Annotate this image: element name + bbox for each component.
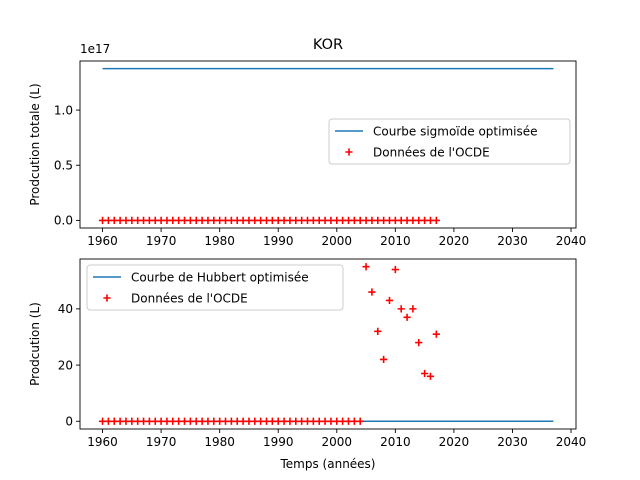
y-axis-label: Prodcution totale (L) — [28, 83, 42, 205]
plot-frame — [79, 60, 577, 229]
bottom-subplot: 1960 1970 1980 1990 2000 2010 2020 2030 20400204… — [28, 258, 587, 471]
x-tick-label: 1980 — [204, 435, 235, 449]
x-tick-label: 1990 — [263, 435, 294, 449]
x-tick-label: 1980 — [204, 234, 235, 248]
x-tick-label: 1970 — [146, 435, 177, 449]
chart-title: KOR — [313, 37, 343, 53]
x-tick-label: 1970 — [146, 234, 177, 248]
data-point — [385, 296, 394, 305]
x-tick-label: 2020 — [439, 435, 470, 449]
data-point — [426, 372, 435, 380]
y-tick-label: 20 — [58, 358, 73, 372]
legend-entry: Données de l'OCDE — [373, 146, 490, 160]
x-tick-label: 2000 — [322, 435, 353, 449]
data-point — [362, 263, 370, 271]
data-point — [403, 313, 411, 321]
x-tick-label: 1960 — [87, 435, 118, 449]
y-offset-text: 1e17 — [80, 42, 110, 56]
legend-marker-swatch — [345, 148, 353, 156]
x-tick-label: 2030 — [497, 435, 528, 449]
x-tick-label: 2000 — [322, 234, 353, 248]
x-tick-label: 2010 — [380, 435, 411, 449]
y-axis-label: Prodcution (L) — [28, 302, 42, 386]
legend: Courbe sigmoïde optimisée Données de l'OC… — [328, 118, 571, 165]
data-point — [432, 216, 440, 224]
y-tick-label: 1.0 — [54, 103, 73, 117]
legend-box — [328, 118, 571, 165]
data-point — [391, 265, 399, 274]
data-point — [421, 369, 429, 378]
data-point — [397, 305, 405, 313]
data-point — [380, 355, 388, 364]
legend-box — [86, 264, 344, 311]
data-point — [415, 338, 423, 347]
x-axis-label: Temps (années) — [280, 457, 376, 471]
data-point — [356, 417, 364, 425]
legend-marker-swatch — [103, 294, 111, 302]
data-point — [432, 330, 440, 338]
plot-frame — [79, 258, 577, 430]
legend-entry: Courbe sigmoïde optimisée — [373, 125, 538, 139]
y-tick-label: 40 — [58, 302, 73, 316]
x-tick-label: 2030 — [497, 234, 528, 248]
legend-entry: Courbe de Hubbert optimisée — [131, 271, 309, 285]
x-tick-label: 1960 — [87, 234, 118, 248]
x-tick-label: 2010 — [380, 234, 411, 248]
x-tick-label: 1990 — [263, 234, 294, 248]
top-subplot: 1960 1970 1980 1990 2000 2010 2020 2030 2040 0.0 0… — [28, 42, 586, 248]
x-tick-label: 2040 — [556, 234, 587, 248]
y-tick-label: 0 — [65, 415, 73, 429]
legend-entry: Données de l'OCDE — [131, 292, 248, 306]
data-point — [374, 327, 382, 335]
data-point — [409, 305, 417, 313]
x-tick-label: 2040 — [556, 435, 587, 449]
legend: Courbe de Hubbert optimisée Données de l'… — [86, 264, 344, 311]
data-point — [368, 288, 376, 296]
y-tick-label: 0.0 — [54, 214, 73, 228]
y-tick-label: 0.5 — [54, 159, 73, 173]
x-tick-label: 2020 — [439, 234, 470, 248]
